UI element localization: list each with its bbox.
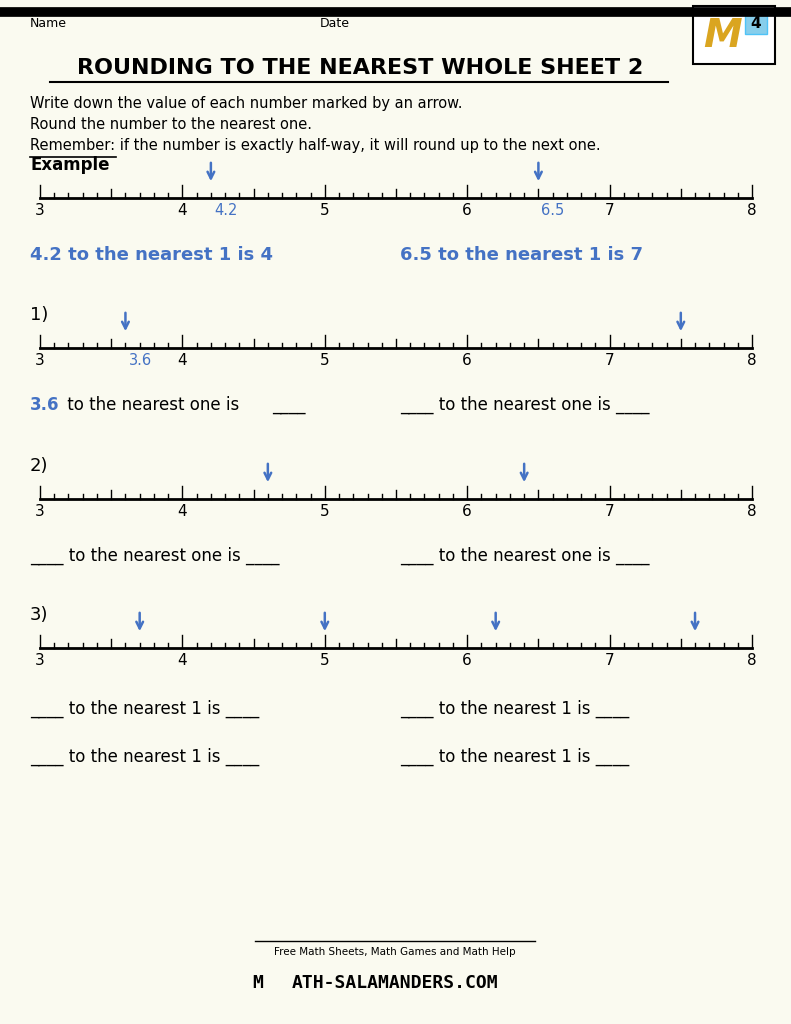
Text: 4: 4 (178, 653, 187, 668)
Text: ____ to the nearest one is ____: ____ to the nearest one is ____ (30, 547, 279, 565)
Text: 6: 6 (462, 353, 472, 368)
Text: 3.6: 3.6 (128, 353, 152, 368)
Text: ____ to the nearest 1 is ____: ____ to the nearest 1 is ____ (400, 748, 630, 766)
Text: Example: Example (30, 156, 109, 174)
Text: Round the number to the nearest one.: Round the number to the nearest one. (30, 117, 312, 132)
Text: ____ to the nearest 1 is ____: ____ to the nearest 1 is ____ (30, 700, 259, 718)
Text: 3: 3 (35, 353, 45, 368)
Text: 3: 3 (35, 653, 45, 668)
Text: 5: 5 (320, 353, 330, 368)
Text: 6: 6 (462, 203, 472, 218)
Text: Name: Name (30, 17, 67, 30)
Text: Remember: if the number is exactly half-way, it will round up to the next one.: Remember: if the number is exactly half-… (30, 138, 600, 153)
Text: 3: 3 (35, 504, 45, 519)
Text: 4: 4 (751, 15, 761, 31)
Text: Free Math Sheets, Math Games and Math Help: Free Math Sheets, Math Games and Math He… (274, 947, 516, 957)
Text: 7: 7 (605, 203, 615, 218)
Text: 4.2 to the nearest 1 is 4: 4.2 to the nearest 1 is 4 (30, 246, 273, 264)
Text: 6: 6 (462, 504, 472, 519)
Text: 1): 1) (30, 306, 48, 324)
Text: to the nearest one is: to the nearest one is (62, 396, 244, 414)
Text: 4: 4 (178, 353, 187, 368)
Text: 3.6: 3.6 (30, 396, 59, 414)
Text: 6: 6 (462, 653, 472, 668)
Text: 7: 7 (605, 353, 615, 368)
Text: 8: 8 (747, 353, 757, 368)
FancyBboxPatch shape (745, 12, 767, 34)
Text: 2): 2) (30, 457, 48, 475)
Text: ____ to the nearest one is ____: ____ to the nearest one is ____ (400, 547, 649, 565)
Text: 4: 4 (178, 504, 187, 519)
Text: 5: 5 (320, 653, 330, 668)
FancyBboxPatch shape (693, 6, 775, 63)
Text: 6.5: 6.5 (541, 203, 565, 218)
Text: M: M (704, 17, 742, 55)
Text: ____ to the nearest 1 is ____: ____ to the nearest 1 is ____ (30, 748, 259, 766)
Text: 7: 7 (605, 504, 615, 519)
Text: 3: 3 (35, 203, 45, 218)
Text: ____ to the nearest 1 is ____: ____ to the nearest 1 is ____ (400, 700, 630, 718)
Text: 8: 8 (747, 203, 757, 218)
Text: ATH-SALAMANDERS.COM: ATH-SALAMANDERS.COM (292, 974, 498, 992)
Text: 8: 8 (747, 504, 757, 519)
Text: ROUNDING TO THE NEAREST WHOLE SHEET 2: ROUNDING TO THE NEAREST WHOLE SHEET 2 (77, 58, 643, 78)
Text: ____ to the nearest one is ____: ____ to the nearest one is ____ (400, 396, 649, 415)
Text: Date: Date (320, 17, 350, 30)
Text: 7: 7 (605, 653, 615, 668)
Text: 5: 5 (320, 203, 330, 218)
Text: 4: 4 (178, 203, 187, 218)
Text: ____: ____ (272, 396, 305, 414)
Text: 5: 5 (320, 504, 330, 519)
Text: M: M (252, 974, 263, 992)
Text: 3): 3) (30, 606, 48, 624)
Text: 4.2: 4.2 (214, 203, 237, 218)
Text: 6.5 to the nearest 1 is 7: 6.5 to the nearest 1 is 7 (400, 246, 643, 264)
Text: Write down the value of each number marked by an arrow.: Write down the value of each number mark… (30, 96, 463, 111)
Text: 8: 8 (747, 653, 757, 668)
